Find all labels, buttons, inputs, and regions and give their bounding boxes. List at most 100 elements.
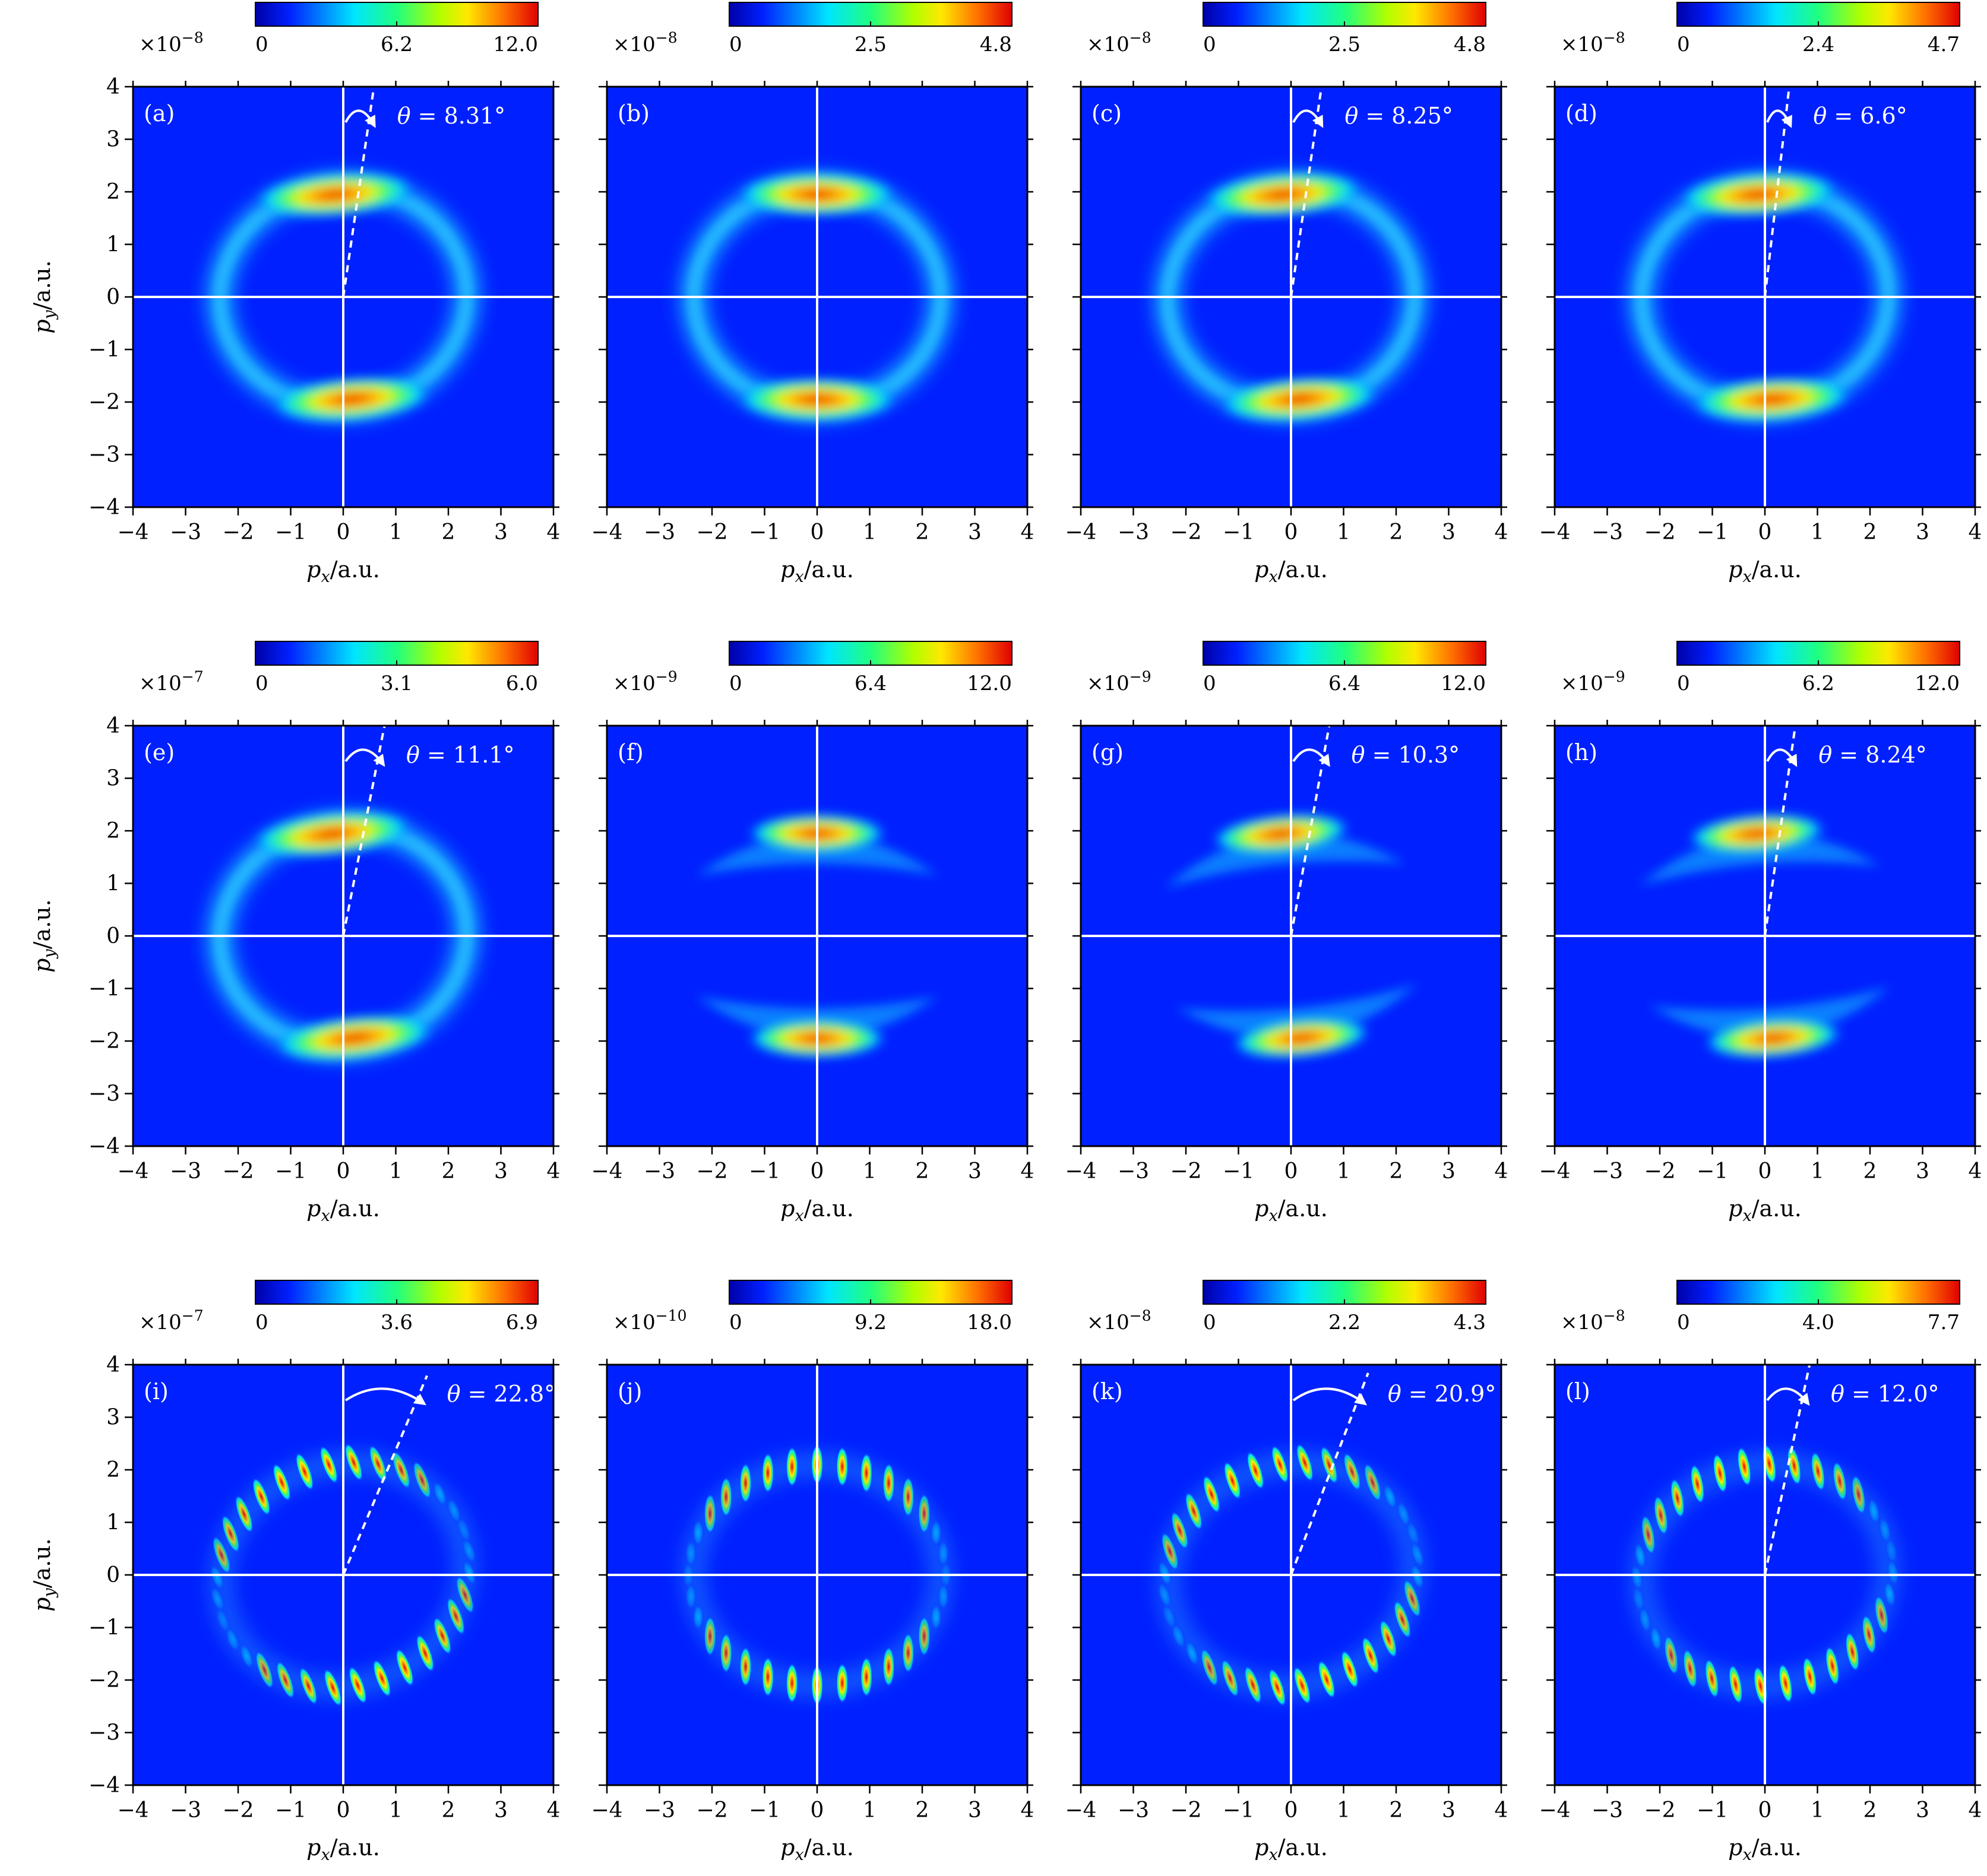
x-tick-label: 1 <box>389 520 403 545</box>
x-tick-label: 1 <box>389 1159 403 1184</box>
panel-d: ×10−8 0 2.4 4.7 θ = 6.6° (d) −4 −3 −2 −1 0 1 2 3 4 px/a… <box>1539 2 1982 586</box>
fringe-spot <box>392 1451 410 1489</box>
ring-distribution <box>1154 172 1428 422</box>
colorbar-exponent: ×10−8 <box>139 29 204 56</box>
colorbar: ×10−9 0 6.4 12.0 <box>613 641 1013 695</box>
fringe-spot <box>1244 1665 1262 1704</box>
fringe-spot <box>836 1446 849 1487</box>
colorbar-exponent: ×10−8 <box>613 29 678 56</box>
fringe-spot <box>1649 1624 1663 1653</box>
colorbar-tick-label: 6.2 <box>1802 672 1834 695</box>
colorbar-tick-label: 0 <box>729 33 742 56</box>
y-tick-label: −3 <box>88 1721 120 1745</box>
heatmap <box>1081 1365 1501 1785</box>
x-tick-label: 1 <box>1337 1159 1350 1184</box>
colorbar-tick-label: 0 <box>1677 1311 1690 1334</box>
angle-label: θ = 11.1° <box>406 742 515 768</box>
fringe-spot <box>1201 1648 1219 1687</box>
fringe-spot <box>446 1497 462 1524</box>
x-tick-label: 2 <box>1863 1798 1877 1823</box>
panel-label: (k) <box>1091 1378 1123 1404</box>
heatmap <box>133 87 553 507</box>
y-tick-label: 2 <box>106 180 120 204</box>
fringe-spot <box>720 1476 732 1517</box>
fringe-distribution <box>1157 1443 1425 1707</box>
y-tick-label: −1 <box>88 338 120 362</box>
x-tick-label: −4 <box>1539 1798 1570 1823</box>
colorbar-exponent: ×10−8 <box>1087 1307 1151 1334</box>
panel-a: ×10−8 0 6.2 12.0θ = 8.31°(a)−4−4−3−3−2−2−1−… <box>29 2 560 586</box>
panel-k: ×10−8 0 2.2 4.3 θ = 20.9° (k) −4 −3 −2 −1 0 1 2 3 4 px/… <box>1065 1280 1508 1864</box>
y-axis-label: py/a.u. <box>29 899 59 973</box>
axes: −4−4 −3 −3 −2 −2 −1 −1 0 0 1 1 2 2 3 3 4 4 px/a.u. py/a.u. <box>29 1353 560 1864</box>
panel-label: (h) <box>1565 739 1597 765</box>
colorbar-tick-label: 4.0 <box>1802 1311 1834 1334</box>
angle-arrow <box>1292 748 1330 767</box>
angle-arrow <box>1766 748 1798 767</box>
intensity-lobe <box>1677 172 1840 217</box>
y-tick-label: 0 <box>106 285 120 309</box>
fringe-spot <box>1293 1666 1311 1705</box>
intensity-lobe <box>1210 812 1352 855</box>
fringe-spot <box>252 1478 271 1516</box>
x-tick-label: −2 <box>222 1798 254 1823</box>
colorbar-tick-label: 0 <box>729 672 742 695</box>
x-tick-label: −3 <box>170 520 201 545</box>
fringe-spot <box>1641 1514 1656 1555</box>
intensity-lobe <box>251 810 414 858</box>
colorbar-tick-label: 4.8 <box>980 33 1012 56</box>
x-tick-label: −4 <box>117 1159 148 1184</box>
fringe-spot <box>1883 1580 1896 1608</box>
x-tick-label: −2 <box>1170 1798 1201 1823</box>
x-tick-label: 1 <box>863 1798 877 1823</box>
heatmap <box>607 726 1027 1146</box>
angle-arrow <box>1766 109 1792 128</box>
fringe-spot <box>1203 1475 1220 1514</box>
fringe-spot <box>235 1495 254 1533</box>
fringe-spot <box>937 1582 950 1611</box>
colorbar-tick-label: 2.2 <box>1328 1311 1360 1334</box>
y-tick-label: 0 <box>106 1563 120 1587</box>
y-tick-label: 2 <box>106 1458 120 1482</box>
intensity-lobe <box>1230 1017 1372 1059</box>
x-tick-label: 1 <box>1811 1159 1824 1184</box>
x-tick-label: 4 <box>1495 1159 1508 1184</box>
x-axis-label: px/a.u. <box>306 1195 380 1225</box>
colorbar: ×10−7 0 3.1 6.0 <box>139 641 539 695</box>
fringe-spot <box>1379 1619 1397 1658</box>
x-tick-label: 0 <box>1284 1798 1298 1823</box>
y-tick-label: −4 <box>88 1134 120 1159</box>
fringe-spot <box>1221 1659 1239 1698</box>
colorbar-tick-label: 6.9 <box>506 1311 538 1334</box>
panel-label: (d) <box>1565 100 1597 126</box>
fringe-spot <box>1886 1558 1900 1587</box>
angle-arrow <box>344 109 376 128</box>
y-tick-label: 1 <box>106 872 120 896</box>
fringe-spot <box>1185 1492 1203 1530</box>
fringe-spot <box>1185 1639 1200 1667</box>
panel-e: ×10−7 0 3.1 6.0 θ = 11.1° (e) −4−4 −3 −3 −2 −2 −1 −1… <box>29 641 560 1225</box>
fringe-spot <box>224 1625 241 1653</box>
x-tick-label: −2 <box>1644 1798 1675 1823</box>
fringe-spot <box>1632 1584 1645 1614</box>
fringe-spot <box>1382 1483 1397 1511</box>
x-tick-label: −3 <box>1118 1798 1149 1823</box>
x-tick-label: −2 <box>222 520 254 545</box>
y-tick-label: 3 <box>106 1406 120 1430</box>
heatmap <box>1555 726 1975 1146</box>
x-tick-label: 3 <box>1442 1159 1456 1184</box>
crescent-distribution <box>1640 813 1890 1059</box>
x-tick-label: −2 <box>696 520 727 545</box>
axes: −4 −3 −2 −1 0 1 2 3 4 px/a.u. <box>1065 1359 1508 1864</box>
intensity-lobe <box>1690 377 1853 422</box>
x-tick-label: 0 <box>337 1798 350 1823</box>
colorbar-exponent: ×10−8 <box>1087 29 1151 56</box>
colorbar-exponent: ×10−7 <box>139 668 204 695</box>
x-tick-label: −1 <box>749 1159 780 1184</box>
panel-c: ×10−8 0 2.5 4.8 θ = 8.25° (c) −4 −3 −2 −1 0 1 2 3 4 px/… <box>1065 2 1508 586</box>
fringe-spot <box>413 1461 431 1499</box>
x-tick-label: 2 <box>916 1159 929 1184</box>
x-tick-label: −3 <box>1118 1159 1149 1184</box>
colorbar-tick-label: 4.3 <box>1454 1311 1486 1334</box>
fringe-spot <box>1833 1461 1847 1501</box>
